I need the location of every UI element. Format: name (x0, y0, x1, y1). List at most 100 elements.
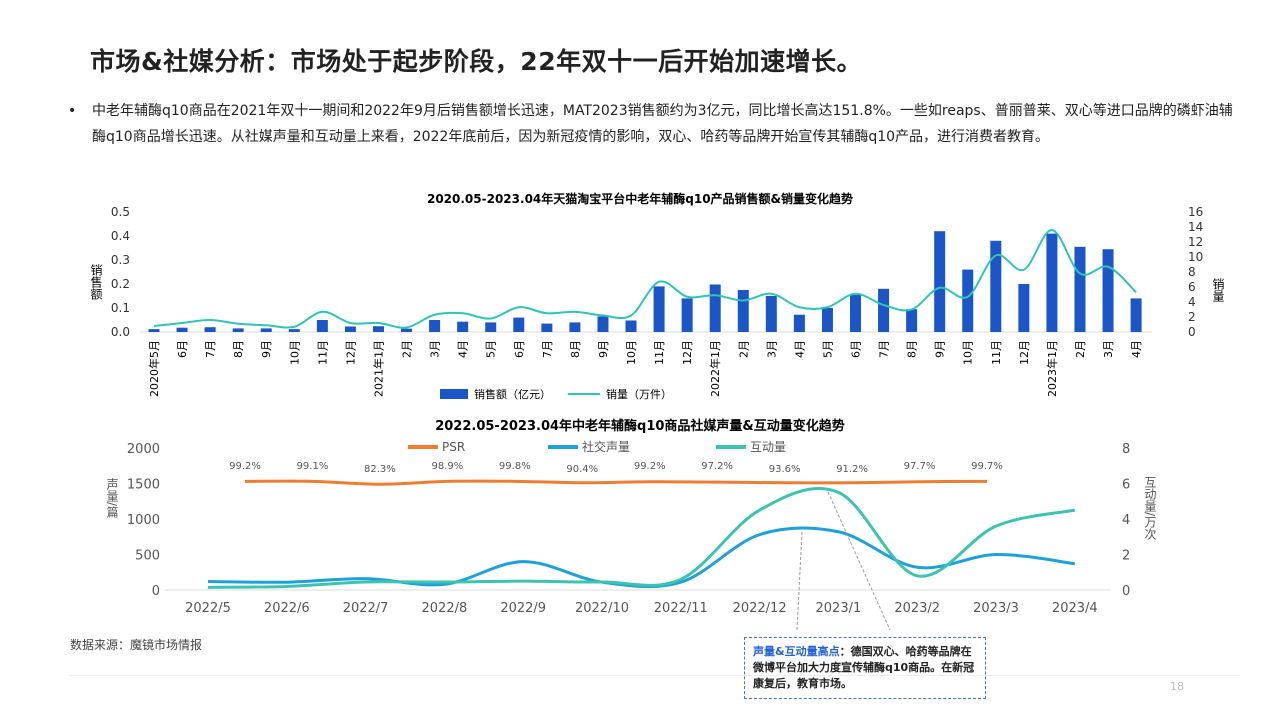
chart1-bar (429, 320, 441, 332)
chart2-x-tick: 2022/8 (422, 601, 468, 616)
chart2-y-tick: 1500 (127, 478, 160, 493)
chart2-psr-label: 91.2% (836, 464, 868, 475)
chart1-y2-tick: 16 (1188, 205, 1203, 219)
chart1-bar (793, 314, 805, 332)
chart1-bar (288, 329, 300, 332)
chart1-legend-bar-label: 销售额（亿元） (474, 387, 551, 401)
chart1-bar (709, 284, 721, 332)
chart2-psr-label: 97.7% (904, 461, 936, 472)
chart2-title: 2022.05-2023.04年中老年辅酶q10商品社媒声量&互动量变化趋势 (435, 418, 845, 434)
chart1-bar (316, 320, 328, 332)
chart1-bar (148, 329, 160, 332)
chart2-line-social-volume (207, 526, 1075, 589)
chart1-x-tick: 2023年1月 (1045, 340, 1059, 397)
chart2-x-tick: 2022/5 (185, 601, 231, 616)
note-text: ：德国双心、哈药等品牌在微博平台加大力度宣传辅酶q10商品。在新冠康复后，教育市… (753, 645, 975, 690)
chart1-title: 2020.05-2023.04年天猫淘宝平台中老年辅酶q10产品销售额&销量变化… (427, 191, 853, 206)
chart1-x-tick: 6月 (513, 340, 526, 358)
chart2-y-tick: 2000 (127, 442, 160, 457)
chart1-x-tick: 3月 (1102, 340, 1115, 358)
chart1-x-tick: 12月 (681, 340, 694, 365)
chart1-bar (934, 231, 946, 332)
chart2-legend-label-social-volume: 社交声量 (582, 439, 630, 454)
chart1-x-tick: 9月 (934, 340, 947, 358)
chart2-x-tick: 2023/3 (973, 601, 1019, 616)
chart1-x-tick: 7月 (541, 340, 554, 358)
chart2-psr-label: 97.2% (701, 461, 733, 472)
chart1-x-tick: 8月 (906, 340, 919, 358)
chart1-bar (737, 290, 749, 332)
chart1-bar (653, 286, 665, 332)
chart1-y2-tick: 8 (1188, 265, 1196, 279)
chart1-bar (1046, 233, 1058, 332)
chart1-x-tick: 11月 (653, 340, 666, 365)
chart1-x-tick: 3月 (765, 340, 778, 358)
chart1-bar (1102, 249, 1114, 332)
chart1-bar (204, 327, 216, 332)
chart1-bar (569, 322, 581, 332)
chart1-x-tick: 7月 (878, 340, 891, 358)
chart1-y-tick: 0.1 (111, 301, 130, 315)
summary-bullet: • 中老年辅酶q10商品在2021年双十一期间和2022年9月后销售额增长迅速，M… (68, 98, 1242, 150)
chart1-y2-tick: 6 (1188, 280, 1196, 294)
chart1-bar (260, 328, 272, 332)
chart2-y-tick: 1000 (127, 513, 160, 528)
chart1-y-label: 销售额 (89, 264, 103, 301)
chart1-y2-tick: 0 (1188, 325, 1196, 339)
chart1-bar (457, 321, 469, 332)
chart1-y2-tick: 12 (1188, 235, 1203, 249)
chart2-y-tick: 0 (152, 584, 160, 599)
chart2-y2-tick: 8 (1122, 442, 1130, 457)
chart1-bar (850, 294, 861, 332)
chart1-y-tick: 0.5 (111, 205, 130, 219)
chart1-bar (962, 269, 974, 332)
chart2-line-interaction (207, 487, 1076, 589)
chart1-x-tick: 2月 (737, 340, 750, 358)
data-source: 数据来源：魔镜市场情报 (70, 638, 203, 652)
chart1-x-tick: 12月 (344, 340, 357, 365)
chart1-bar (1074, 246, 1086, 332)
annotation-arrow (796, 531, 803, 631)
chart1-x-tick: 10月 (962, 340, 975, 365)
chart2-x-tick: 2023/4 (1052, 601, 1098, 616)
chart2-psr-label: 99.1% (297, 461, 329, 472)
footer-divider (70, 675, 1240, 676)
chart1-x-tick: 6月 (176, 340, 189, 358)
note-highlight: 声量&互动量高点 (753, 645, 840, 658)
chart2-y2-tick: 4 (1122, 513, 1130, 528)
chart1-bar (401, 328, 413, 332)
chart2-x-tick: 2023/1 (816, 601, 862, 616)
chart2-y2-tick: 6 (1122, 478, 1130, 493)
chart1-bar (176, 327, 188, 332)
chart1-y2-tick: 10 (1188, 250, 1203, 264)
chart1-y2-label: 销量 (1211, 278, 1225, 302)
chart1-x-tick: 3月 (429, 340, 442, 358)
chart2-psr-label: 98.9% (431, 461, 463, 472)
chart1-y-tick: 0.2 (111, 277, 130, 291)
chart2-legend-label-psr: PSR (442, 440, 465, 454)
chart1-x-tick: 9月 (260, 340, 273, 358)
chart2-psr-label: 99.2% (229, 461, 261, 472)
annotation-arrow (827, 491, 891, 631)
summary-text: 中老年辅酶q10商品在2021年双十一期间和2022年9月后销售额增长迅速，MA… (92, 103, 1233, 145)
chart2-y-tick: 500 (135, 549, 160, 564)
page-title: 市场&社媒分析：市场处于起步阶段，22年双十一后开始加速增长。 (90, 47, 863, 76)
chart1-y-tick: 0.4 (111, 229, 130, 243)
bullet-dot: • (68, 103, 77, 119)
chart1-x-tick: 11月 (316, 340, 329, 365)
chart1-bar (541, 323, 553, 332)
chart1-bar (821, 308, 833, 332)
chart1-x-tick: 7月 (204, 340, 217, 358)
chart2-legend-label-interaction: 互动量 (750, 440, 786, 454)
chart1-bar (485, 322, 497, 332)
chart2-x-tick: 2022/7 (343, 601, 389, 616)
chart1-x-tick: 12月 (1018, 340, 1031, 365)
chart2-x-tick: 2023/2 (894, 601, 940, 616)
chart1-x-tick: 2022年1月 (708, 340, 722, 397)
chart2-psr-label: 99.2% (634, 461, 666, 472)
chart1-x-tick: 4月 (457, 340, 470, 358)
chart1-x-tick: 11月 (990, 340, 1003, 365)
chart1-y2-tick: 2 (1188, 310, 1196, 324)
chart2-y2-tick: 0 (1122, 584, 1130, 599)
